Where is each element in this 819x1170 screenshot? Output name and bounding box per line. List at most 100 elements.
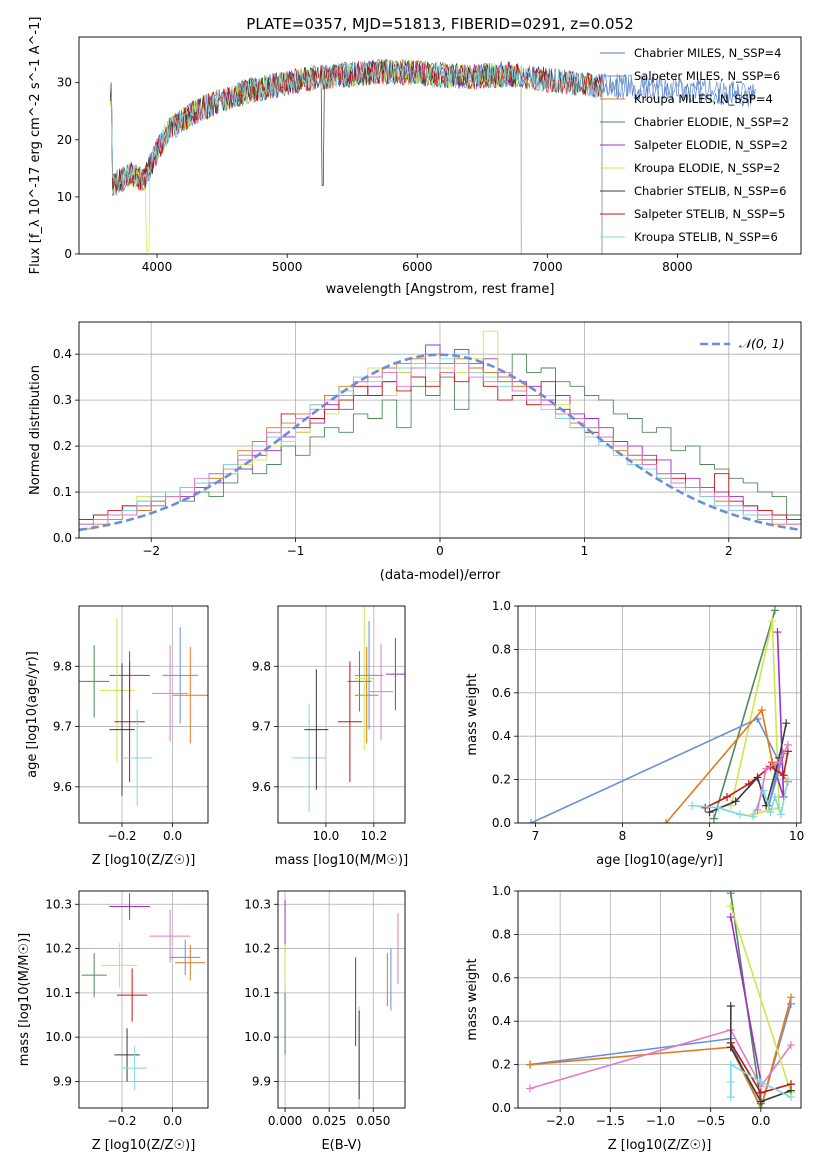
x-tick-label: −1 — [287, 544, 305, 558]
data-point — [753, 805, 762, 814]
data-point — [773, 628, 782, 637]
data-point — [783, 775, 792, 784]
data-point — [786, 993, 795, 1002]
y-tick-label: 0.8 — [492, 927, 511, 941]
data-point — [688, 801, 697, 810]
x-tick-label: 0.0 — [163, 1114, 182, 1128]
plot-area — [284, 899, 399, 1108]
y-tick-label: 0.8 — [492, 642, 511, 656]
data-point — [756, 1097, 765, 1106]
x-axis-label: wavelength [Angstrom, rest frame] — [326, 282, 555, 297]
y-axis-label: mass weight — [465, 958, 480, 1040]
y-tick-label: 0.4 — [492, 1014, 511, 1028]
y-tick-label: 10.1 — [45, 986, 72, 1000]
data-point — [526, 1060, 535, 1069]
y-tick-label: 0.1 — [53, 485, 72, 499]
axes-frame — [78, 36, 802, 255]
y-tick-label: 1.0 — [492, 884, 511, 898]
legend-entry: Salpeter ELODIE, N_SSP=2 — [634, 138, 788, 152]
x-tick-label: 6000 — [402, 260, 433, 274]
y-tick-label: 10 — [57, 190, 72, 204]
data-point — [783, 740, 792, 749]
data-point — [726, 902, 735, 911]
y-tick-label: 0.2 — [53, 439, 72, 453]
y-tick-label: 0.6 — [492, 686, 511, 700]
spectrum-line — [110, 60, 603, 254]
data-point — [662, 819, 671, 823]
data-point — [762, 764, 771, 773]
y-tick-label: 9.8 — [53, 659, 72, 673]
data-point — [753, 773, 762, 782]
data-point — [726, 1093, 735, 1102]
y-tick-label: 10.0 — [244, 1030, 271, 1044]
x-axis-label: age [log10(age/yr)] — [596, 853, 723, 868]
data-point — [527, 819, 536, 823]
legend-entry: Chabrier MILES, N_SSP=4 — [634, 46, 781, 60]
y-tick-label: 0.0 — [492, 816, 511, 830]
x-tick-label: 8 — [619, 829, 627, 843]
data-point — [726, 1060, 735, 1069]
x-tick-label: −2 — [142, 544, 160, 558]
spectrum-line — [109, 58, 603, 254]
series-line — [529, 997, 792, 1108]
data-point — [779, 771, 788, 780]
y-axis-label: age [log10(age/yr)] — [25, 651, 40, 778]
x-tick-label: 0 — [436, 544, 444, 558]
plot-area — [527, 606, 792, 823]
y-tick-label: 0.0 — [53, 531, 72, 545]
x-tick-label: −1.0 — [646, 1114, 675, 1128]
x-tick-label: 0.025 — [312, 1114, 346, 1128]
data-point — [775, 758, 784, 767]
series-line — [665, 708, 789, 823]
axes-frame — [517, 605, 802, 824]
data-point — [776, 810, 785, 819]
spectrum-line — [109, 59, 522, 254]
x-tick-label: 0.050 — [356, 1114, 390, 1128]
y-tick-label: 10.0 — [45, 1030, 72, 1044]
plot-area — [79, 618, 208, 807]
histogram-step — [79, 362, 801, 538]
plot-area — [109, 58, 756, 254]
y-tick-label: 9.9 — [252, 1074, 271, 1088]
x-tick-label: 0.0 — [751, 1114, 770, 1128]
legend-entry: Kroupa STELIB, N_SSP=6 — [634, 230, 778, 244]
x-axis-label: E(B-V) — [321, 1138, 361, 1153]
y-tick-label: 9.6 — [53, 780, 72, 794]
y-tick-label: 10.3 — [45, 897, 72, 911]
plot-area — [292, 606, 405, 813]
data-point — [726, 1002, 735, 1011]
series-line — [730, 621, 781, 816]
legend-entry: Salpeter MILES, N_SSP=6 — [634, 69, 780, 83]
data-point — [786, 1041, 795, 1050]
y-tick-label: 0.0 — [492, 1101, 511, 1115]
data-point — [701, 803, 710, 812]
y-tick-label: 0.6 — [492, 971, 511, 985]
x-tick-label: −1.5 — [596, 1114, 625, 1128]
y-tick-label: 0 — [64, 247, 72, 261]
y-tick-label: 10.1 — [244, 986, 271, 1000]
x-tick-label: 7000 — [532, 260, 563, 274]
series-line — [713, 610, 776, 819]
y-tick-label: 20 — [57, 133, 72, 147]
data-point — [756, 1088, 765, 1097]
axes-frame — [78, 890, 209, 1109]
y-tick-label: 10.3 — [244, 897, 271, 911]
spectrum-line — [109, 58, 522, 254]
series-line — [704, 751, 789, 809]
x-tick-label: 9 — [706, 829, 714, 843]
series-line — [730, 1006, 792, 1103]
y-axis-label: mass [log10(M/M☉)] — [17, 933, 32, 1066]
y-tick-label: 9.9 — [53, 1074, 72, 1088]
x-tick-label: 10.2 — [360, 829, 387, 843]
x-tick-label: −2.0 — [546, 1114, 575, 1128]
legend-entry: Salpeter STELIB, N_SSP=5 — [634, 207, 785, 221]
data-point — [731, 797, 740, 806]
axes-frame — [277, 890, 406, 1109]
y-tick-label: 10.2 — [45, 942, 72, 956]
x-axis-label: Z [log10(Z/Z☉)] — [92, 1138, 196, 1153]
data-point — [726, 1077, 735, 1086]
x-axis-label: Z [log10(Z/Z☉)] — [92, 853, 196, 868]
spectrum-line — [109, 59, 522, 254]
x-tick-label: 8000 — [662, 260, 693, 274]
